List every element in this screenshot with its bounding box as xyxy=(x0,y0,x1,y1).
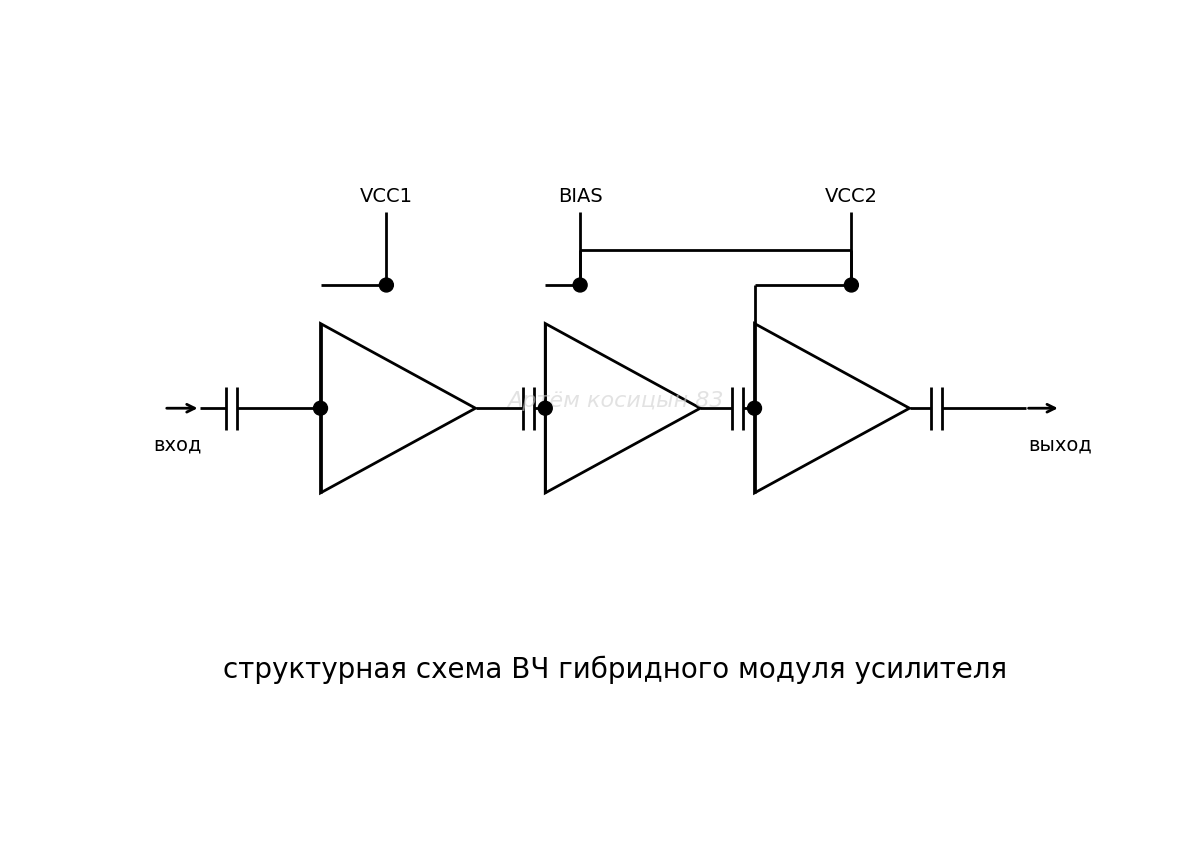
Circle shape xyxy=(845,278,858,292)
Circle shape xyxy=(539,401,552,416)
Circle shape xyxy=(313,401,328,416)
Text: BIAS: BIAS xyxy=(558,187,602,206)
Circle shape xyxy=(574,278,587,292)
Circle shape xyxy=(379,278,394,292)
Circle shape xyxy=(748,401,762,416)
Text: Артём косицын 83: Артём косицын 83 xyxy=(506,391,724,410)
Text: VCC1: VCC1 xyxy=(360,187,413,206)
Text: выход: выход xyxy=(1028,435,1092,455)
Text: VCC2: VCC2 xyxy=(824,187,878,206)
Text: вход: вход xyxy=(152,435,202,455)
Text: структурная схема ВЧ гибридного модуля усилителя: структурная схема ВЧ гибридного модуля у… xyxy=(223,656,1007,684)
